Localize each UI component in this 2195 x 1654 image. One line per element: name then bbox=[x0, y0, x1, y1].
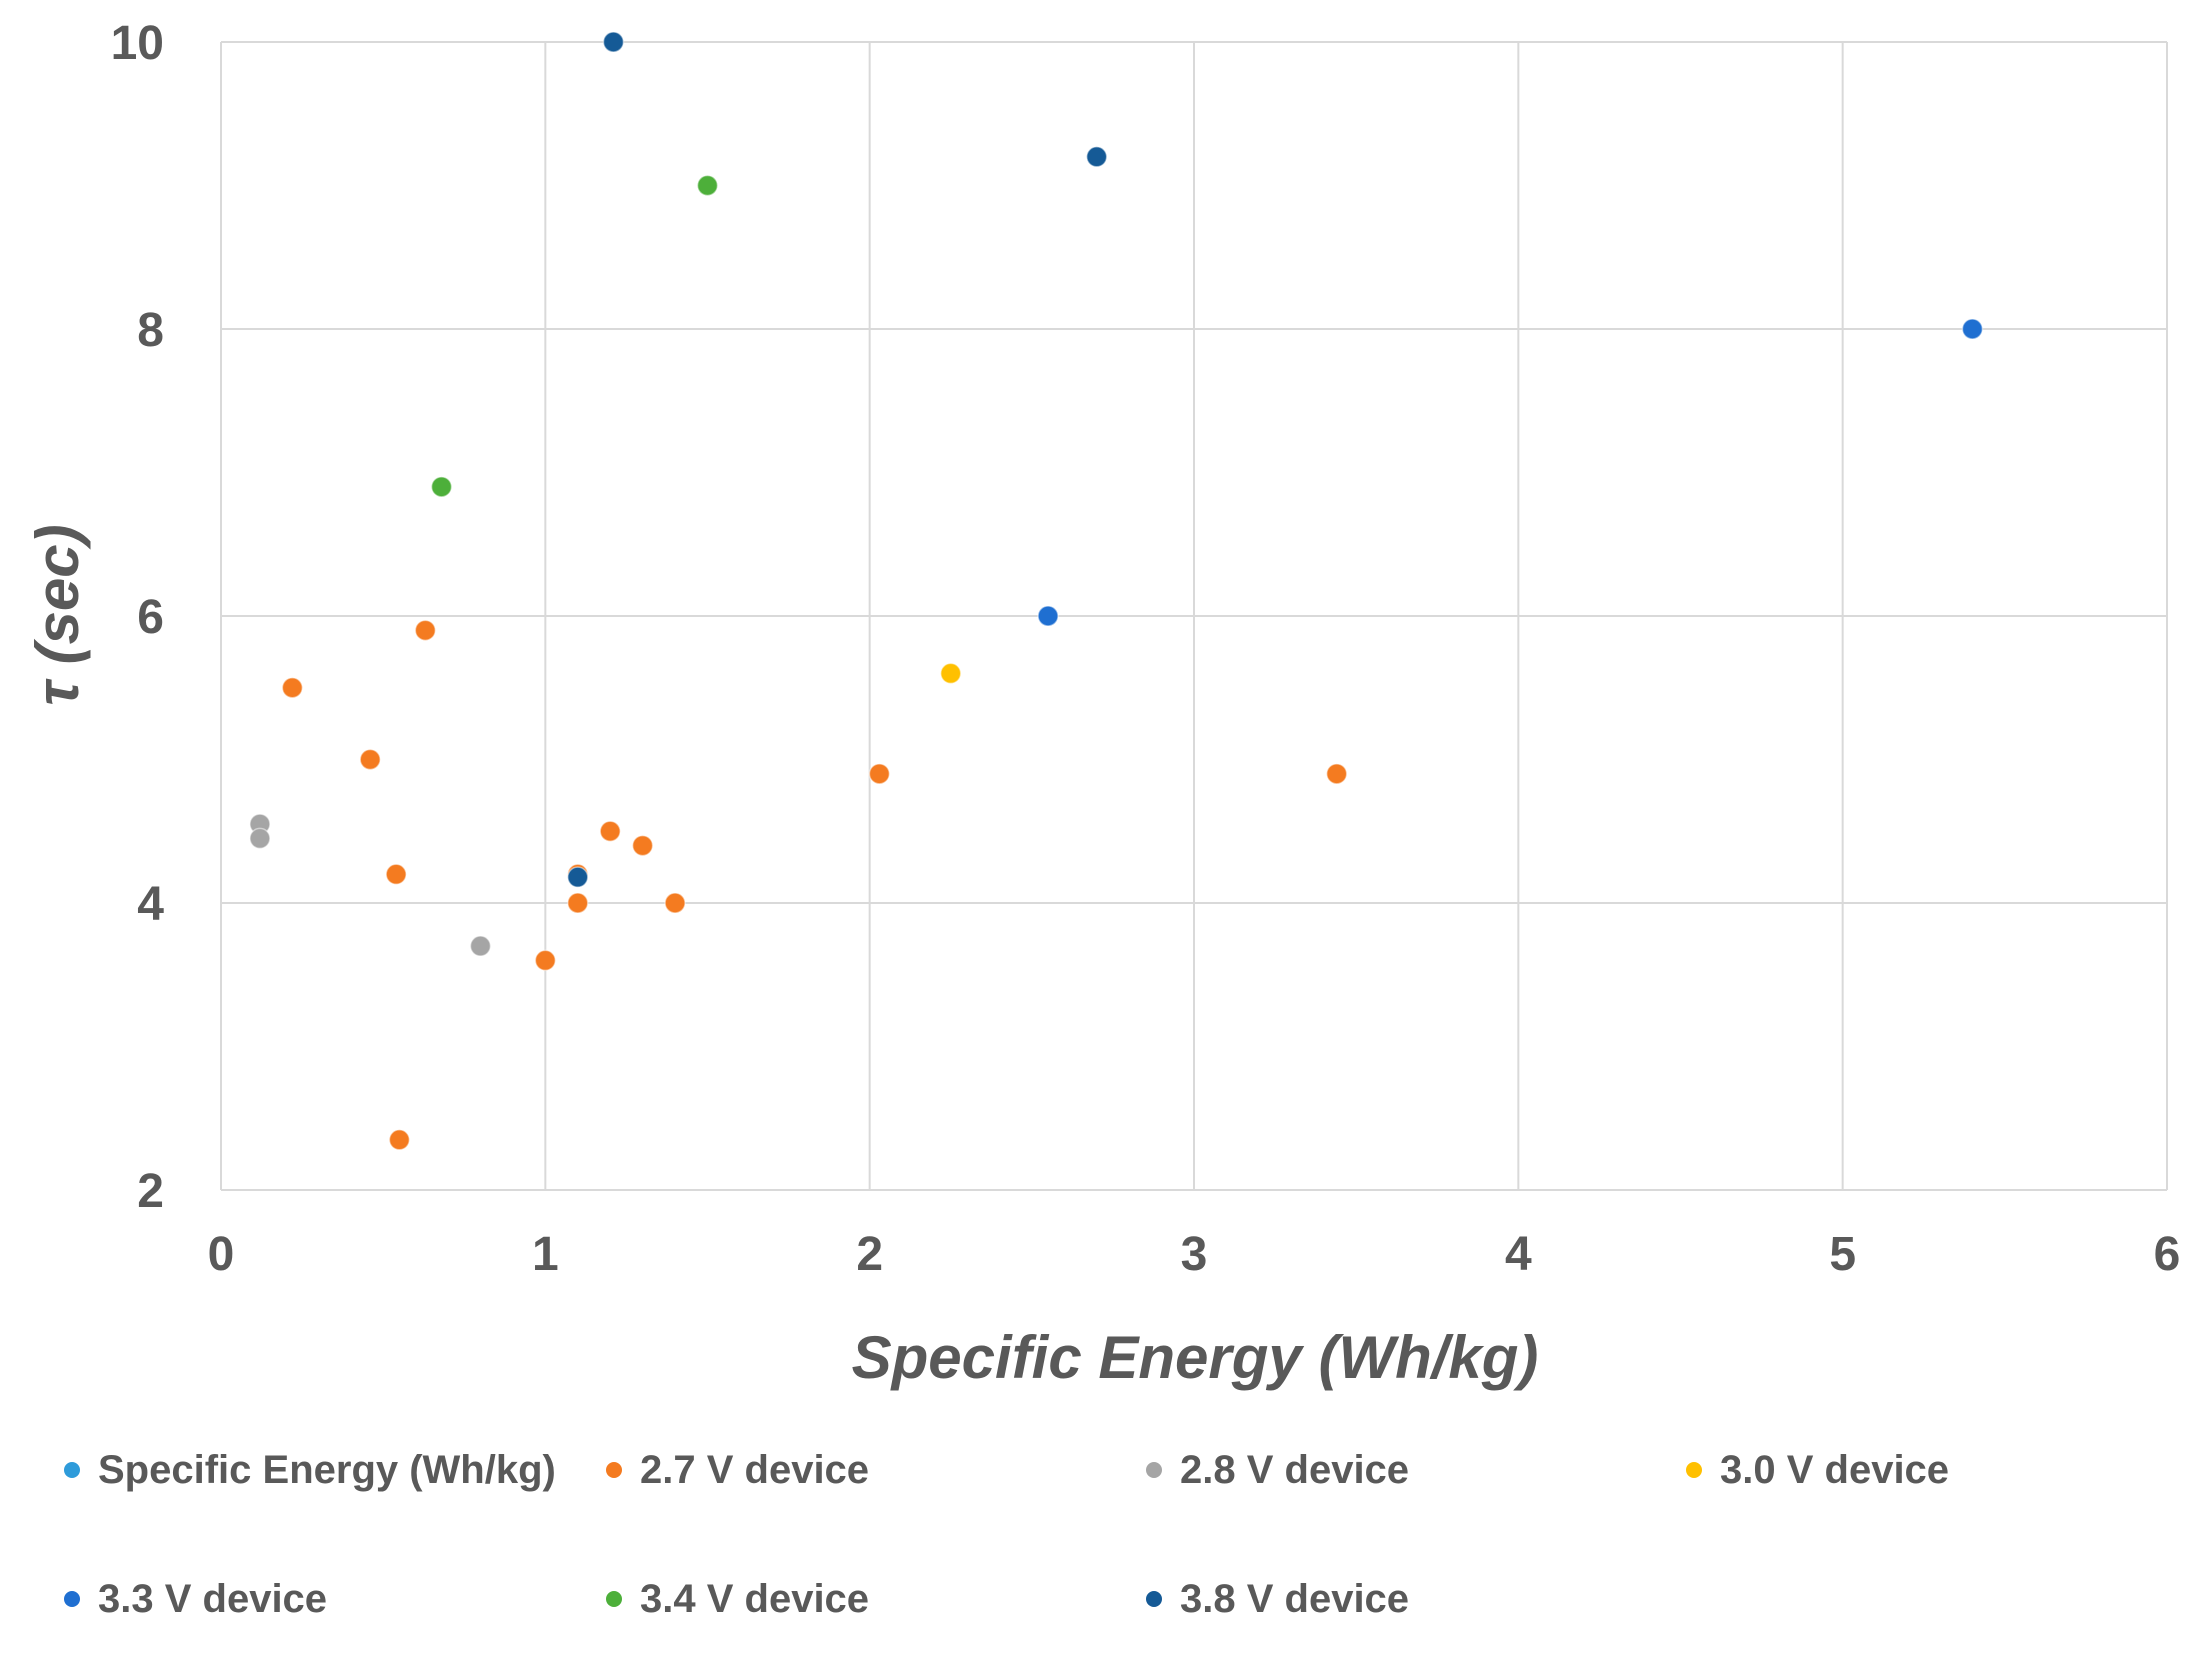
data-point bbox=[469, 935, 492, 957]
y-tick-label: 4 bbox=[137, 878, 164, 931]
series-2 bbox=[249, 813, 492, 957]
legend-item: 3.4 V device bbox=[606, 1577, 869, 1621]
series-3 bbox=[940, 662, 962, 685]
legend-item: Specific Energy (Wh/kg) bbox=[64, 1448, 556, 1492]
legend-marker bbox=[1686, 1462, 1702, 1478]
data-point bbox=[696, 174, 719, 197]
grid bbox=[220, 41, 2168, 1191]
legend-marker bbox=[1146, 1591, 1162, 1607]
legend-label: Specific Energy (Wh/kg) bbox=[98, 1448, 556, 1492]
x-tick-label: 3 bbox=[1181, 1228, 1208, 1281]
legend-marker bbox=[606, 1591, 622, 1607]
legend-label: 2.7 V device bbox=[640, 1448, 869, 1492]
data-point bbox=[602, 31, 625, 53]
data-point bbox=[631, 834, 654, 857]
series-4 bbox=[1037, 318, 1984, 627]
data-point bbox=[1037, 605, 1059, 627]
series-1 bbox=[281, 619, 1348, 1151]
legend-marker bbox=[606, 1462, 622, 1478]
x-tick-label: 6 bbox=[2154, 1228, 2181, 1281]
data-points bbox=[249, 31, 1984, 1151]
legend-item: 3.0 V device bbox=[1686, 1448, 1949, 1492]
x-tick-label: 4 bbox=[1505, 1228, 1532, 1281]
legend: Specific Energy (Wh/kg) 2.7 V device 2.8 V… bbox=[64, 1448, 1949, 1621]
legend-item: 3.8 V device bbox=[1146, 1577, 1409, 1621]
y-tick-label: 2 bbox=[137, 1165, 164, 1218]
data-point bbox=[359, 748, 381, 771]
data-point bbox=[940, 662, 962, 685]
legend-marker bbox=[1146, 1462, 1162, 1478]
data-point bbox=[664, 892, 686, 914]
legend-label: 3.8 V device bbox=[1180, 1577, 1409, 1621]
legend-label: 3.4 V device bbox=[640, 1577, 869, 1621]
y-axis-title: τ (sec) bbox=[24, 524, 91, 705]
tick-labels: 0 1 2 3 4 5 6 2 4 6 8 10 bbox=[111, 17, 2181, 1281]
data-point bbox=[388, 1129, 411, 1151]
legend-marker bbox=[64, 1462, 80, 1478]
x-tick-label: 2 bbox=[856, 1228, 883, 1281]
y-tick-label: 10 bbox=[111, 17, 164, 70]
x-tick-label: 1 bbox=[532, 1228, 559, 1281]
data-point bbox=[385, 863, 407, 886]
y-tick-label: 8 bbox=[137, 304, 164, 357]
data-point bbox=[567, 892, 589, 914]
x-tick-label: 5 bbox=[1829, 1228, 1856, 1281]
x-tick-label: 0 bbox=[208, 1228, 235, 1281]
data-point bbox=[414, 619, 437, 642]
legend-label: 3.3 V device bbox=[98, 1577, 327, 1621]
y-tick-label: 6 bbox=[137, 591, 164, 644]
legend-label: 3.0 V device bbox=[1720, 1448, 1949, 1492]
data-point bbox=[599, 820, 621, 842]
data-point bbox=[534, 949, 557, 972]
legend-label: 2.8 V device bbox=[1180, 1448, 1409, 1492]
data-point bbox=[1085, 146, 1108, 168]
series-6 bbox=[567, 31, 1108, 888]
legend-marker bbox=[64, 1591, 80, 1607]
data-point bbox=[868, 763, 891, 785]
data-point bbox=[567, 866, 589, 888]
data-point bbox=[1325, 763, 1348, 785]
data-point bbox=[1961, 318, 1984, 340]
data-point bbox=[249, 827, 271, 850]
data-point bbox=[430, 476, 453, 498]
legend-item: 3.3 V device bbox=[64, 1577, 327, 1621]
series-5 bbox=[430, 174, 719, 498]
x-axis-title: Specific Energy (Wh/kg) bbox=[852, 1324, 1539, 1391]
data-point bbox=[281, 677, 304, 699]
legend-item: 2.8 V device bbox=[1146, 1448, 1409, 1492]
legend-item: 2.7 V device bbox=[606, 1448, 869, 1492]
